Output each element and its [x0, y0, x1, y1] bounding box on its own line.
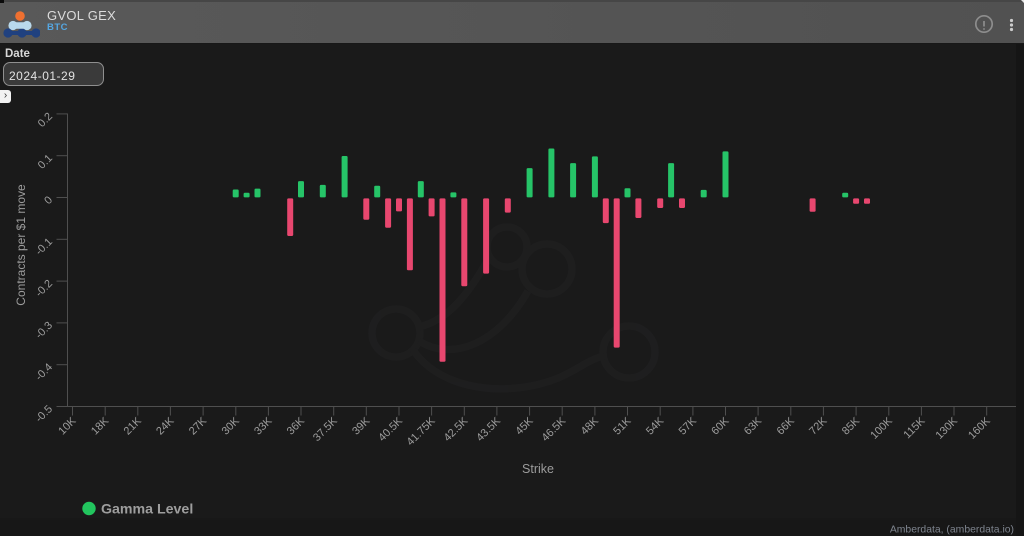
svg-text:40.5K: 40.5K — [376, 415, 405, 444]
svg-text:72K: 72K — [807, 415, 830, 438]
svg-text:27K: 27K — [187, 415, 210, 438]
svg-text:41.75K: 41.75K — [405, 415, 439, 449]
svg-text:42.5K: 42.5K — [442, 415, 471, 444]
svg-text:-0.2: -0.2 — [33, 278, 55, 300]
svg-text:46.5K: 46.5K — [540, 415, 569, 444]
svg-text:85K: 85K — [840, 415, 863, 438]
svg-text:100K: 100K — [868, 415, 895, 442]
svg-text:18K: 18K — [89, 415, 112, 438]
svg-text:160K: 160K — [966, 415, 993, 442]
svg-text:24K: 24K — [154, 415, 177, 438]
svg-text:0.2: 0.2 — [36, 111, 55, 130]
svg-text:48K: 48K — [579, 415, 602, 438]
svg-text:37.5K: 37.5K — [311, 415, 340, 444]
svg-text:Contracts per $1 move: Contracts per $1 move — [14, 184, 28, 306]
svg-text:-0.4: -0.4 — [33, 361, 55, 383]
svg-text:Gamma Level: Gamma Level — [101, 502, 193, 518]
svg-text:51K: 51K — [611, 415, 634, 438]
svg-text:45K: 45K — [513, 415, 536, 438]
svg-text:130K: 130K — [933, 415, 960, 442]
svg-text:39K: 39K — [350, 415, 373, 438]
svg-text:0.1: 0.1 — [36, 152, 55, 171]
svg-text:-0.5: -0.5 — [33, 403, 55, 425]
svg-text:63K: 63K — [742, 415, 765, 438]
svg-text:43.5K: 43.5K — [474, 415, 503, 444]
svg-text:-0.3: -0.3 — [33, 320, 55, 342]
svg-text:33K: 33K — [252, 415, 275, 438]
svg-text:-0.1: -0.1 — [33, 236, 55, 258]
svg-text:10K: 10K — [56, 415, 79, 438]
svg-text:66K: 66K — [775, 415, 798, 438]
svg-text:Amberdata, (amberdata.io): Amberdata, (amberdata.io) — [890, 525, 1014, 536]
svg-text:Strike: Strike — [522, 462, 554, 476]
svg-text:60K: 60K — [709, 415, 732, 438]
svg-text:21K: 21K — [122, 415, 145, 438]
svg-text:0: 0 — [42, 194, 55, 207]
svg-text:30K: 30K — [220, 415, 243, 438]
svg-text:115K: 115K — [901, 415, 928, 442]
svg-text:36K: 36K — [285, 415, 308, 438]
svg-text:57K: 57K — [677, 415, 700, 438]
svg-text:54K: 54K — [644, 415, 667, 438]
